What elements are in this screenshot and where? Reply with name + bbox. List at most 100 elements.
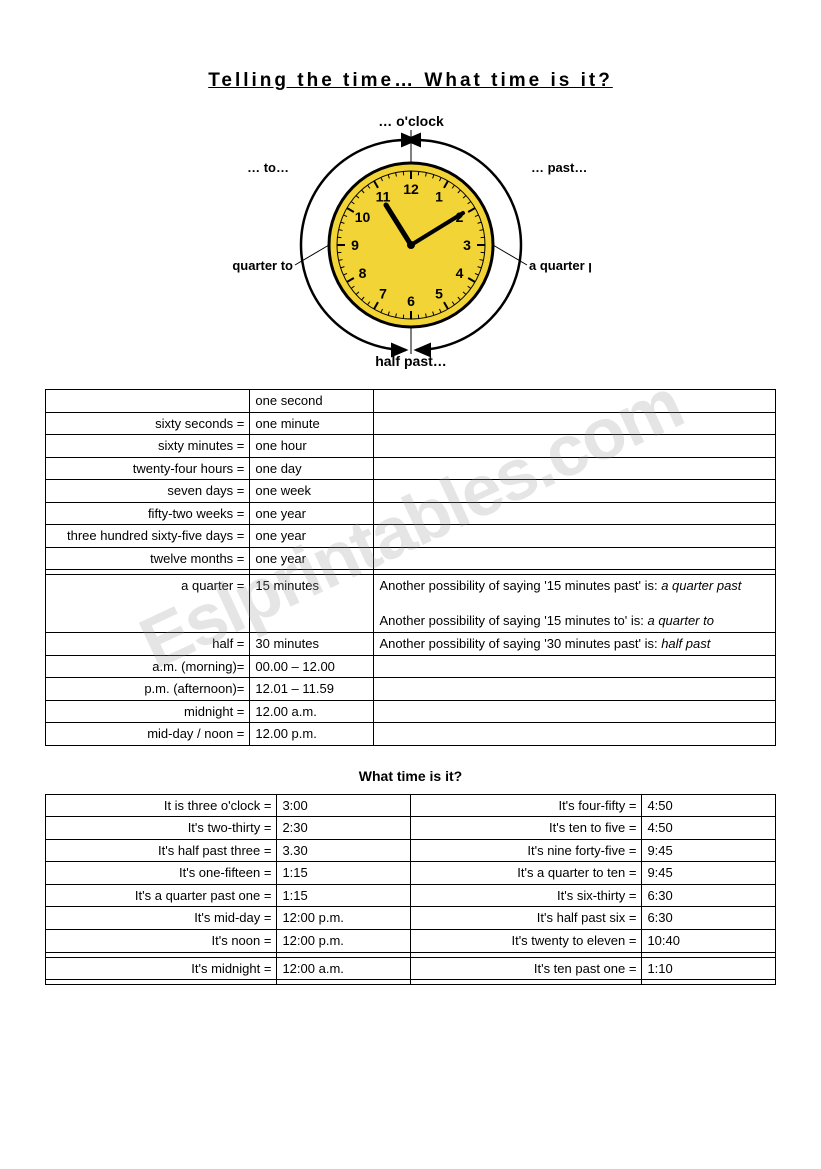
times-cell-l2: 1:15	[277, 884, 411, 907]
units-note	[374, 525, 776, 548]
times-cell-r1: It's twenty to eleven =	[410, 930, 641, 953]
units-mid: 00.00 – 12.00	[250, 655, 374, 678]
table-row: twenty-four hours =one day	[46, 457, 776, 480]
times-cell-l1: It's midnight =	[46, 957, 277, 980]
units-note	[374, 435, 776, 458]
units-left: a.m. (morning)=	[46, 655, 250, 678]
units-left: twenty-four hours =	[46, 457, 250, 480]
times-cell-r2: 6:30	[642, 907, 776, 930]
units-left: sixty seconds =	[46, 412, 250, 435]
times-cell-l2: 2:30	[277, 817, 411, 840]
times-cell-l1: It's one-fifteen =	[46, 862, 277, 885]
times-cell-l1: It's two-thirty =	[46, 817, 277, 840]
table-row: mid-day / noon =12.00 p.m.	[46, 723, 776, 746]
units-left: midnight =	[46, 700, 250, 723]
units-note: Another possibility of saying '15 minute…	[374, 575, 776, 633]
units-mid: one day	[250, 457, 374, 480]
units-mid: 12.00 p.m.	[250, 723, 374, 746]
table-row: sixty seconds =one minute	[46, 412, 776, 435]
times-cell-r1: It's four-fifty =	[410, 794, 641, 817]
times-cell-r2: 9:45	[642, 862, 776, 885]
times-cell-l1	[46, 980, 277, 985]
units-mid: 15 minutes	[250, 575, 374, 633]
units-left	[46, 390, 250, 413]
svg-text:10: 10	[354, 209, 370, 225]
label-quarter-to: a quarter to	[231, 258, 293, 273]
times-cell-r1: It's nine forty-five =	[410, 839, 641, 862]
units-mid: 30 minutes	[250, 633, 374, 656]
units-left: mid-day / noon =	[46, 723, 250, 746]
times-cell-l2: 12:00 p.m.	[277, 907, 411, 930]
units-left: half =	[46, 633, 250, 656]
table-row: a quarter =15 minutesAnother possibility…	[46, 575, 776, 633]
svg-text:8: 8	[358, 265, 366, 281]
times-cell-l2: 12:00 p.m.	[277, 930, 411, 953]
label-half-past: half past…	[375, 353, 447, 369]
clock-diagram: … o'clock … past… a quarter past… half p…	[45, 110, 776, 375]
svg-text:3: 3	[463, 237, 471, 253]
units-left: fifty-two weeks =	[46, 502, 250, 525]
units-note	[374, 547, 776, 570]
times-cell-r1: It's ten past one =	[410, 957, 641, 980]
subtitle: What time is it?	[45, 768, 776, 784]
times-cell-r1: It's six-thirty =	[410, 884, 641, 907]
table-row: three hundred sixty-five days =one year	[46, 525, 776, 548]
units-note	[374, 390, 776, 413]
units-note	[374, 678, 776, 701]
svg-text:4: 4	[455, 265, 463, 281]
table-row: It's noon =12:00 p.m.It's twenty to elev…	[46, 930, 776, 953]
units-note	[374, 655, 776, 678]
units-mid: one hour	[250, 435, 374, 458]
label-to: … to…	[247, 160, 289, 175]
times-cell-l2: 3:00	[277, 794, 411, 817]
units-note	[374, 457, 776, 480]
times-cell-r2	[642, 980, 776, 985]
table-row: It's half past three =3.30It's nine fort…	[46, 839, 776, 862]
times-cell-r1: It's ten to five =	[410, 817, 641, 840]
times-cell-l1: It's noon =	[46, 930, 277, 953]
svg-text:12: 12	[403, 181, 419, 197]
table-row: fifty-two weeks =one year	[46, 502, 776, 525]
times-cell-r1: It's a quarter to ten =	[410, 862, 641, 885]
svg-text:1: 1	[435, 189, 443, 205]
svg-text:9: 9	[351, 237, 359, 253]
table-row: It is three o'clock =3:00It's four-fifty…	[46, 794, 776, 817]
units-mid: one minute	[250, 412, 374, 435]
times-table: It is three o'clock =3:00It's four-fifty…	[45, 794, 776, 985]
svg-text:7: 7	[379, 285, 387, 301]
times-cell-l1: It's a quarter past one =	[46, 884, 277, 907]
units-mid: one second	[250, 390, 374, 413]
label-quarter-past: a quarter past…	[529, 258, 591, 273]
table-row: It's two-thirty =2:30It's ten to five =4…	[46, 817, 776, 840]
table-row: It's one-fifteen =1:15It's a quarter to …	[46, 862, 776, 885]
label-oclock: … o'clock	[378, 113, 444, 129]
units-mid: one year	[250, 502, 374, 525]
units-note: Another possibility of saying '30 minute…	[374, 633, 776, 656]
table-row	[46, 980, 776, 985]
times-cell-r1	[410, 980, 641, 985]
units-note	[374, 480, 776, 503]
times-cell-l2: 3.30	[277, 839, 411, 862]
times-cell-l1: It's half past three =	[46, 839, 277, 862]
units-mid: one year	[250, 547, 374, 570]
table-row: It's a quarter past one =1:15It's six-th…	[46, 884, 776, 907]
table-row: It's mid-day =12:00 p.m.It's half past s…	[46, 907, 776, 930]
times-cell-l2	[277, 980, 411, 985]
units-mid: one year	[250, 525, 374, 548]
units-left: seven days =	[46, 480, 250, 503]
units-note	[374, 502, 776, 525]
table-row: midnight =12.00 a.m.	[46, 700, 776, 723]
table-row: sixty minutes =one hour	[46, 435, 776, 458]
units-mid: one week	[250, 480, 374, 503]
svg-text:6: 6	[407, 293, 415, 309]
times-cell-l2: 1:15	[277, 862, 411, 885]
svg-text:5: 5	[435, 285, 443, 301]
label-past: … past…	[531, 160, 587, 175]
units-note	[374, 412, 776, 435]
units-table: one secondsixty seconds =one minutesixty…	[45, 389, 776, 746]
table-row: seven days =one week	[46, 480, 776, 503]
units-note	[374, 723, 776, 746]
table-row: half =30 minutesAnother possibility of s…	[46, 633, 776, 656]
units-left: p.m. (afternoon)=	[46, 678, 250, 701]
units-left: sixty minutes =	[46, 435, 250, 458]
